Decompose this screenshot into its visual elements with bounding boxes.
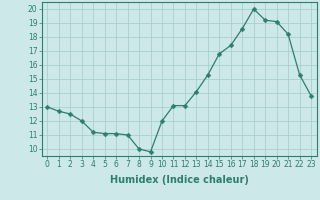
X-axis label: Humidex (Indice chaleur): Humidex (Indice chaleur) [110,175,249,185]
